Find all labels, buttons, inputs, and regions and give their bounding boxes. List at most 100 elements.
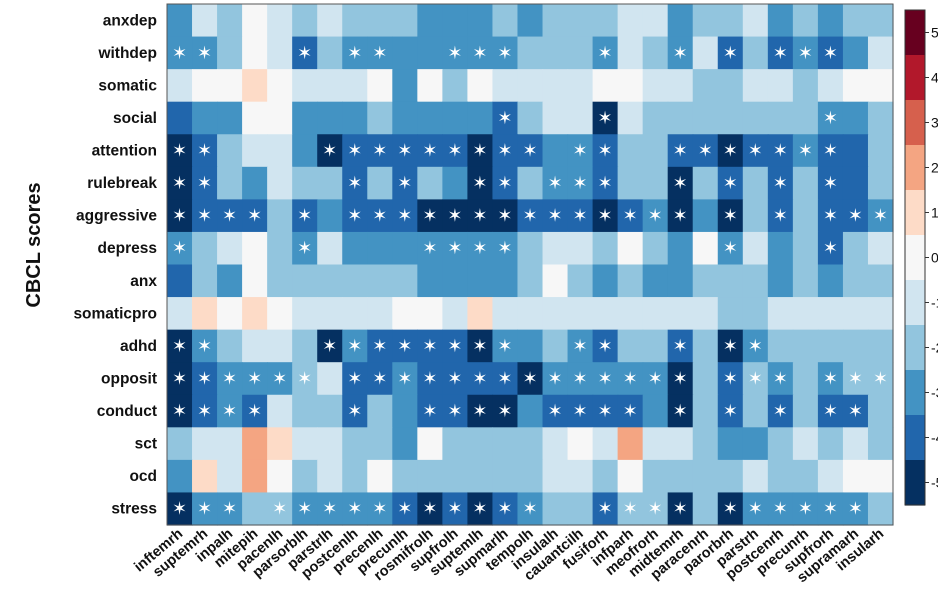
significance-marker: ✶ (748, 368, 763, 389)
significance-marker: ✶ (573, 368, 588, 389)
heatmap-cell (592, 36, 619, 70)
heatmap-cell (392, 134, 418, 168)
heatmap-cell (342, 134, 368, 168)
significance-marker: ✶ (172, 43, 187, 64)
heatmap-cell (492, 199, 519, 233)
heatmap-cell (642, 394, 669, 428)
heatmap-cell (667, 394, 694, 428)
row-label: anxdep (103, 12, 157, 29)
heatmap-cell (567, 166, 594, 200)
heatmap-cell (342, 36, 368, 70)
heatmap-cell (742, 199, 769, 233)
heatmap-cell (642, 329, 669, 363)
heatmap-cell (267, 264, 293, 298)
heatmap-cell (517, 4, 544, 38)
heatmap-cell (442, 231, 469, 266)
heatmap-cell (792, 4, 819, 38)
heatmap-cell (492, 69, 519, 103)
row-labels: anxdep withdep somatic social attention ruleb… (73, 12, 157, 517)
significance-marker: ✶ (347, 368, 362, 389)
heatmap-cell (692, 362, 719, 396)
heatmap-cell (667, 166, 694, 200)
heatmap-cell (242, 362, 268, 396)
heatmap-cell (567, 362, 594, 396)
significance-marker: ✶ (598, 368, 613, 389)
heatmap-cell (567, 329, 594, 363)
heatmap-cell (492, 4, 519, 38)
significance-marker: ✶ (497, 206, 512, 227)
colorbar-swatch (905, 145, 925, 191)
significance-marker: ✶ (598, 336, 613, 357)
significance-marker: ✶ (522, 206, 537, 227)
heatmap-cell (617, 101, 644, 135)
colorbar-tick-label: -3 (931, 385, 938, 401)
heatmap-cell (292, 199, 318, 233)
heatmap-cell (217, 36, 243, 70)
colorbar-swatch (905, 235, 925, 281)
heatmap-cell (217, 199, 243, 233)
heatmap-cell (692, 69, 719, 103)
significance-marker: ✶ (573, 141, 588, 162)
heatmap-cell (467, 459, 494, 494)
significance-marker: ✶ (372, 499, 387, 520)
heatmap-cell (417, 362, 443, 396)
heatmap-cell (192, 394, 218, 428)
significance-marker: ✶ (573, 401, 588, 422)
heatmap-cell (617, 166, 644, 200)
significance-marker: ✶ (522, 141, 537, 162)
heatmap-cell (292, 134, 318, 168)
significance-marker: ✶ (823, 173, 838, 194)
significance-marker: ✶ (347, 173, 362, 194)
heatmap-cell (417, 329, 443, 363)
heatmap-cell (417, 427, 443, 461)
heatmap-cell (292, 492, 318, 526)
heatmap-cell (692, 231, 719, 266)
heatmap-cell (742, 231, 769, 266)
heatmap-cell (567, 459, 594, 494)
heatmap-cell (542, 231, 569, 266)
heatmap-cell (617, 329, 644, 363)
significance-marker: ✶ (648, 206, 663, 227)
colorbar-swatch (905, 370, 925, 416)
heatmap-cell (567, 297, 594, 331)
significance-marker: ✶ (172, 336, 187, 357)
heatmap-cell (492, 427, 519, 461)
significance-marker: ✶ (522, 499, 537, 520)
heatmap-cell (517, 362, 544, 396)
heatmap-cell (767, 199, 794, 233)
significance-marker: ✶ (723, 141, 738, 162)
heatmap-cell (517, 264, 544, 298)
heatmap-cell (767, 492, 794, 526)
heatmap-cell (392, 427, 418, 461)
heatmap-cell (867, 329, 894, 363)
heatmap-cell (167, 427, 193, 461)
heatmap-cell (167, 231, 193, 266)
heatmap-cell (417, 134, 443, 168)
significance-marker: ✶ (773, 401, 788, 422)
heatmap-cell (217, 101, 243, 135)
heatmap-cell (792, 264, 819, 298)
heatmap-cell (317, 427, 343, 461)
heatmap-cell (192, 199, 218, 233)
heatmap-cell (242, 297, 268, 331)
heatmap-cell (517, 69, 544, 103)
heatmap-cell (467, 231, 494, 266)
heatmap-cell (617, 231, 644, 266)
significance-marker: ✶ (372, 336, 387, 357)
heatmap-cell (242, 4, 268, 38)
heatmap-cell (642, 231, 669, 266)
heatmap-cell (617, 69, 644, 103)
significance-marker: ✶ (447, 368, 462, 389)
heatmap-cell (642, 199, 669, 233)
significance-marker: ✶ (197, 43, 212, 64)
heatmap-cell (742, 134, 769, 168)
column-labels: inftemrhsuptemrhinpalhmitepihpacenlhpars… (131, 526, 887, 586)
heatmap-cell (167, 264, 193, 298)
heatmap-cell (792, 101, 819, 135)
heatmap-cell (492, 492, 519, 526)
heatmap-cell (617, 199, 644, 233)
heatmap-cell (367, 297, 393, 331)
heatmap-cell (242, 264, 268, 298)
significance-marker: ✶ (197, 368, 212, 389)
heatmap-cell (367, 166, 393, 200)
